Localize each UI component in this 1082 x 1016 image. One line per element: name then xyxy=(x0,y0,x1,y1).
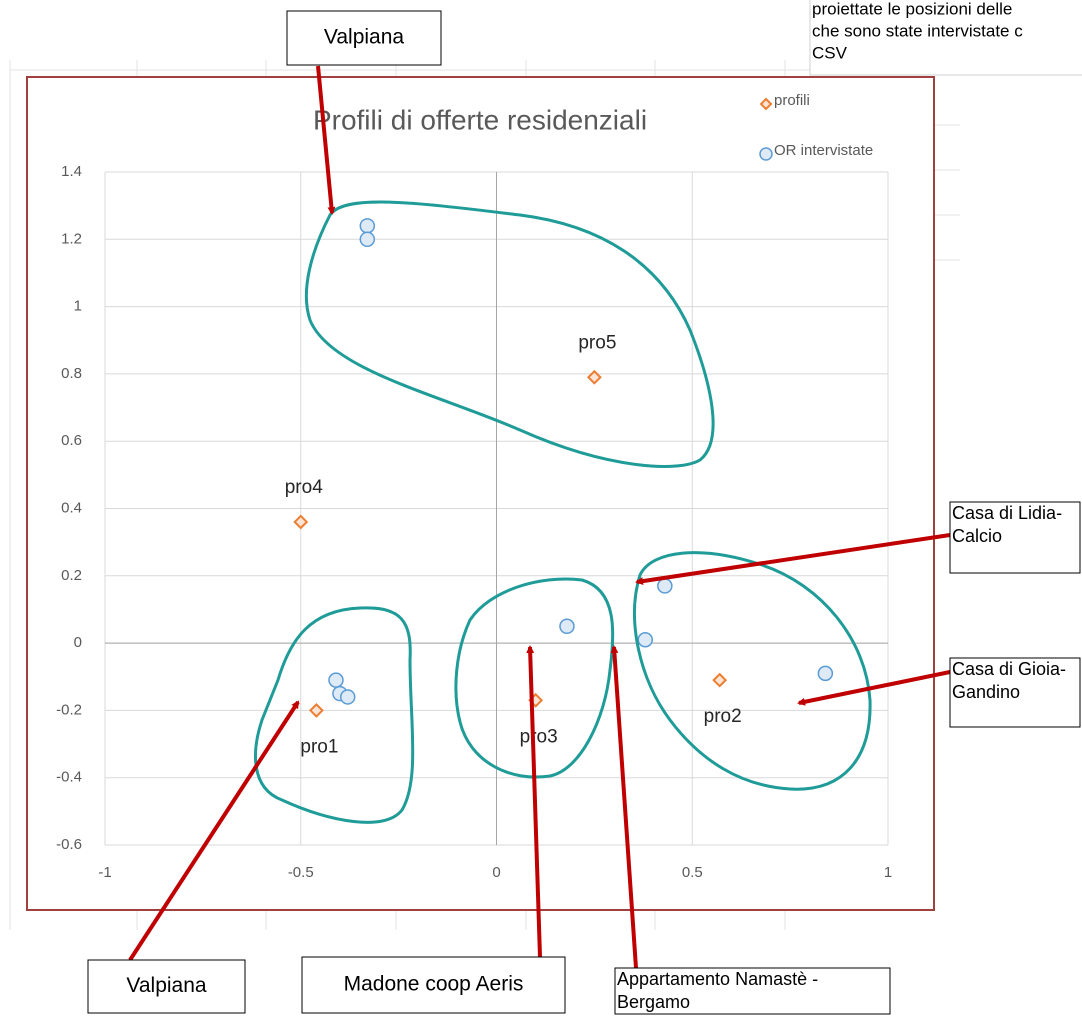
legend-label: OR intervistate xyxy=(774,142,873,159)
y-tick-label: 1.2 xyxy=(61,230,82,247)
annotation-text: Valpiana xyxy=(126,974,206,997)
annotation-box xyxy=(949,501,1081,574)
point xyxy=(308,702,324,718)
point xyxy=(637,631,654,648)
point xyxy=(586,369,602,385)
annotation-text: CSV xyxy=(812,43,848,62)
annotation-text: Gandino xyxy=(952,682,1020,702)
point xyxy=(339,689,356,705)
point xyxy=(559,618,575,635)
annotation-text: Casa di Gioia- xyxy=(952,659,1066,679)
point-label: pro2 xyxy=(704,706,742,727)
y-tick-label: 0.2 xyxy=(61,567,82,584)
point-label: pro5 xyxy=(578,332,616,353)
annotation-text: che sono state intervistate c xyxy=(812,21,1023,40)
annotation-box xyxy=(87,959,246,1014)
point xyxy=(328,672,344,688)
annotation-box xyxy=(809,0,1082,76)
annotation-text: proiettate le posizioni delle xyxy=(812,0,1012,18)
y-tick-label: 0.6 xyxy=(61,432,82,449)
y-tick-label: -0.2 xyxy=(56,701,82,718)
y-tick-label: -0.6 xyxy=(56,836,82,853)
y-tick-label: 1 xyxy=(74,298,82,315)
legend-marker xyxy=(759,97,773,111)
legend-label: profili xyxy=(774,92,810,109)
legend-marker xyxy=(759,147,773,161)
chart-title: Profili di offerte residenziali xyxy=(313,104,647,135)
chart-area xyxy=(26,76,935,911)
x-tick-label: -0.5 xyxy=(288,864,314,881)
annotation-text: Madone coop Aeris xyxy=(344,973,524,996)
annotation-box xyxy=(614,967,891,1015)
point-label: pro3 xyxy=(520,726,558,747)
annotation-box xyxy=(286,10,442,66)
x-tick-label: -1 xyxy=(98,864,111,881)
annotation-box xyxy=(949,657,1081,728)
point xyxy=(293,514,309,530)
point-label: pro4 xyxy=(285,477,323,498)
point xyxy=(817,665,834,682)
y-tick-label: 0.8 xyxy=(61,365,82,382)
point xyxy=(359,231,376,248)
point xyxy=(359,218,376,234)
x-tick-label: 0.5 xyxy=(682,864,703,881)
y-tick-label: 1.4 xyxy=(61,163,82,180)
annotation-text: Casa di Lidia- xyxy=(952,503,1062,523)
y-tick-label: 0.4 xyxy=(61,499,82,516)
x-tick-label: 0 xyxy=(492,864,500,881)
annotations: Valpiana Valpiana Madone coop Aeris Apparta… xyxy=(87,0,1082,1015)
y-tick-label: -0.4 xyxy=(56,769,82,786)
annotation-text: Calcio xyxy=(952,526,1002,546)
point xyxy=(712,672,728,688)
plot: Profili di offerte residenziali -0.6 -0.4 -… xyxy=(56,92,892,881)
point-label: pro1 xyxy=(300,736,338,757)
x-tick-label: 1 xyxy=(884,864,892,881)
annotation-text: Valpiana xyxy=(324,26,404,49)
annotation-text: Bergamo xyxy=(617,992,690,1012)
point xyxy=(657,578,673,594)
y-tick-label: 0 xyxy=(74,634,82,651)
annotation-box xyxy=(301,956,566,1014)
arrows xyxy=(128,65,951,969)
annotation-text: Appartamento Namastè - xyxy=(617,969,818,989)
